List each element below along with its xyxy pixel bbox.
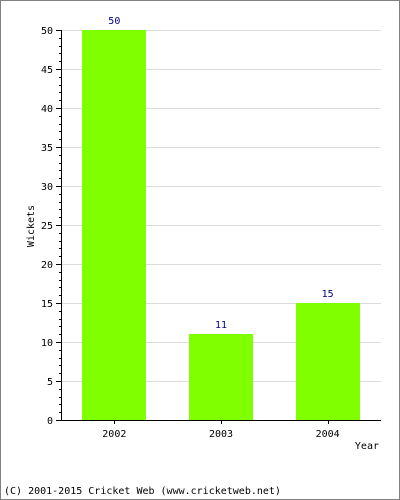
- bars: [82, 30, 360, 420]
- y-tick-label-50: 50: [41, 26, 53, 37]
- x-tick-label-2002: 2002: [102, 429, 126, 440]
- x-axis-title: Year: [355, 441, 379, 452]
- footer-credit: (C) 2001-2015 Cricket Web (www.cricketwe…: [4, 486, 281, 497]
- y-tick-label-30: 30: [41, 182, 53, 193]
- y-tick-label-35: 35: [41, 143, 53, 154]
- labels: 50 2002 11 2003 15 2004 0 5 10 15 20 25 30 35 40 45 50: [41, 16, 340, 440]
- x-tick-label-2004: 2004: [316, 429, 340, 440]
- y-axis-title: Wickets: [26, 205, 37, 247]
- y-tick-label-45: 45: [41, 65, 53, 76]
- x-tick-label-2003: 2003: [209, 429, 233, 440]
- bar-2002: [82, 30, 146, 420]
- y-tick-label-5: 5: [47, 377, 53, 388]
- y-tick-label-20: 20: [41, 260, 53, 271]
- y-tick-label-10: 10: [41, 338, 53, 349]
- bar-2004: [296, 303, 360, 420]
- axes: [56, 30, 381, 424]
- data-label-2002: 50: [108, 16, 120, 27]
- y-tick-label-40: 40: [41, 104, 53, 115]
- data-label-2004: 15: [322, 289, 334, 300]
- y-tick-label-25: 25: [41, 221, 53, 232]
- data-label-2003: 11: [215, 320, 227, 331]
- y-tick-label-0: 0: [47, 416, 53, 427]
- bar-2003: [189, 334, 253, 420]
- y-tick-label-15: 15: [41, 299, 53, 310]
